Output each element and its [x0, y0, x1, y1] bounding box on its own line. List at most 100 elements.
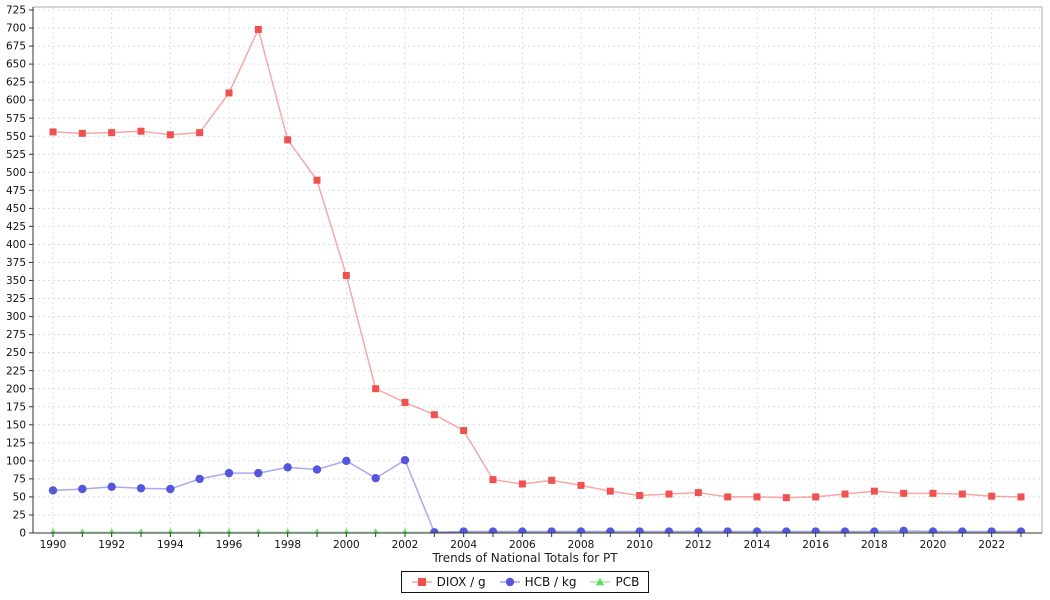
y-tick-label: 525: [6, 149, 26, 161]
square-marker: [724, 493, 732, 501]
circle-marker: [166, 484, 175, 494]
square-marker: [49, 128, 57, 136]
square-marker: [694, 489, 702, 497]
x-tick-label: 2022: [978, 539, 1005, 551]
x-tick-label: 2008: [568, 539, 595, 551]
square-marker: [841, 490, 849, 498]
gridlines: [33, 7, 1042, 533]
legend-item-pcb: PCB: [589, 575, 639, 589]
y-tick-label: 450: [6, 203, 26, 215]
triangle-legend-marker-icon: [590, 577, 611, 586]
triangle-marker: [372, 528, 379, 533]
triangle-marker: [402, 528, 408, 533]
circle-marker: [400, 455, 410, 465]
y-tick-label: 200: [6, 383, 26, 395]
circle-marker: [782, 527, 791, 533]
circle-marker: [488, 527, 498, 533]
square-marker: [577, 481, 585, 489]
y-tick-label: 475: [6, 185, 26, 197]
y-tick-label: 350: [6, 275, 26, 287]
square-marker: [606, 487, 614, 495]
circle-marker: [459, 527, 468, 533]
square-marker: [372, 385, 380, 393]
x-tick-label: 1996: [216, 539, 243, 551]
y-tick-label: 275: [6, 329, 26, 341]
x-tick-label: 2020: [920, 539, 947, 551]
circle-marker: [840, 527, 850, 533]
x-tick-label: 2004: [450, 539, 477, 551]
series-line: [52, 27, 1022, 499]
y-tick-label: 150: [6, 419, 26, 431]
y-tick-label: 300: [6, 311, 26, 323]
square-marker: [870, 487, 878, 495]
y-axis-ticks: 0 25 50 75 100 125 150 175 200 225 250 275 300 325 350…: [6, 5, 33, 540]
circle-marker: [195, 474, 204, 484]
x-tick-label: 2012: [685, 539, 712, 551]
square-marker: [78, 129, 86, 137]
square-marker: [196, 129, 204, 137]
circle-marker: [78, 484, 87, 494]
square-marker: [812, 493, 820, 501]
circle-marker: [870, 527, 879, 533]
circle-marker: [1016, 527, 1026, 533]
y-tick-label: 675: [6, 41, 26, 53]
square-marker: [548, 476, 556, 484]
y-tick-label: 75: [13, 473, 26, 485]
circle-legend-marker-icon: [499, 577, 520, 587]
circle-marker: [958, 527, 967, 533]
x-tick-label: 2014: [744, 539, 771, 551]
circle-marker: [694, 527, 703, 533]
legend-item-hcb: HCB / kg: [499, 575, 576, 589]
y-tick-label: 325: [6, 293, 26, 305]
square-marker: [782, 494, 790, 502]
circle-marker: [283, 463, 292, 472]
square-marker: [753, 493, 761, 501]
x-tick-label: 1992: [98, 539, 125, 551]
square-marker: [166, 131, 174, 139]
square-marker: [342, 271, 350, 279]
x-tick-label: 1990: [40, 539, 67, 551]
y-tick-label: 25: [13, 510, 26, 522]
legend-item-diox: DIOX / g: [411, 575, 486, 589]
triangle-marker: [167, 528, 174, 533]
circle-marker: [752, 527, 762, 533]
square-marker: [988, 492, 996, 500]
square-marker: [108, 129, 116, 137]
x-axis-ticks: 1990 1992 1994 1996 1998 2000 2002 2004 2006 2008…: [40, 533, 1022, 551]
square-marker: [254, 25, 262, 33]
square-marker: [929, 489, 937, 497]
circle-marker: [606, 527, 615, 533]
x-tick-label: 2000: [333, 539, 360, 551]
x-tick-label: 2018: [861, 539, 888, 551]
x-tick-label: 2006: [509, 539, 536, 551]
y-tick-label: 700: [6, 23, 26, 35]
y-tick-label: 375: [6, 257, 26, 269]
x-tick-label: 2002: [392, 539, 419, 551]
y-tick-label: 550: [6, 131, 26, 143]
series-hcb: [48, 455, 1026, 533]
y-tick-label: 125: [6, 437, 26, 449]
triangle-marker: [138, 528, 144, 533]
triangle-marker: [79, 528, 86, 533]
y-tick-label: 250: [6, 347, 26, 359]
circle-marker: [48, 486, 58, 495]
square-marker: [313, 176, 321, 184]
x-tick-label: 2010: [626, 539, 653, 551]
y-tick-label: 425: [6, 221, 26, 233]
circle-marker: [254, 468, 263, 478]
triangle-marker: [255, 528, 262, 533]
legend-wrapper: DIOX / g HCB / kg PCB: [0, 571, 1050, 593]
square-marker: [430, 411, 438, 419]
triangle-marker: [226, 528, 232, 533]
x-tick-label: 2016: [802, 539, 829, 551]
triangle-marker: [50, 528, 56, 533]
circle-marker: [518, 527, 527, 533]
triangle-marker: [108, 528, 115, 533]
square-marker: [958, 490, 966, 498]
y-tick-label: 175: [6, 401, 26, 413]
y-tick-label: 650: [6, 59, 26, 71]
y-tick-label: 225: [6, 365, 26, 377]
circle-marker: [430, 528, 439, 533]
